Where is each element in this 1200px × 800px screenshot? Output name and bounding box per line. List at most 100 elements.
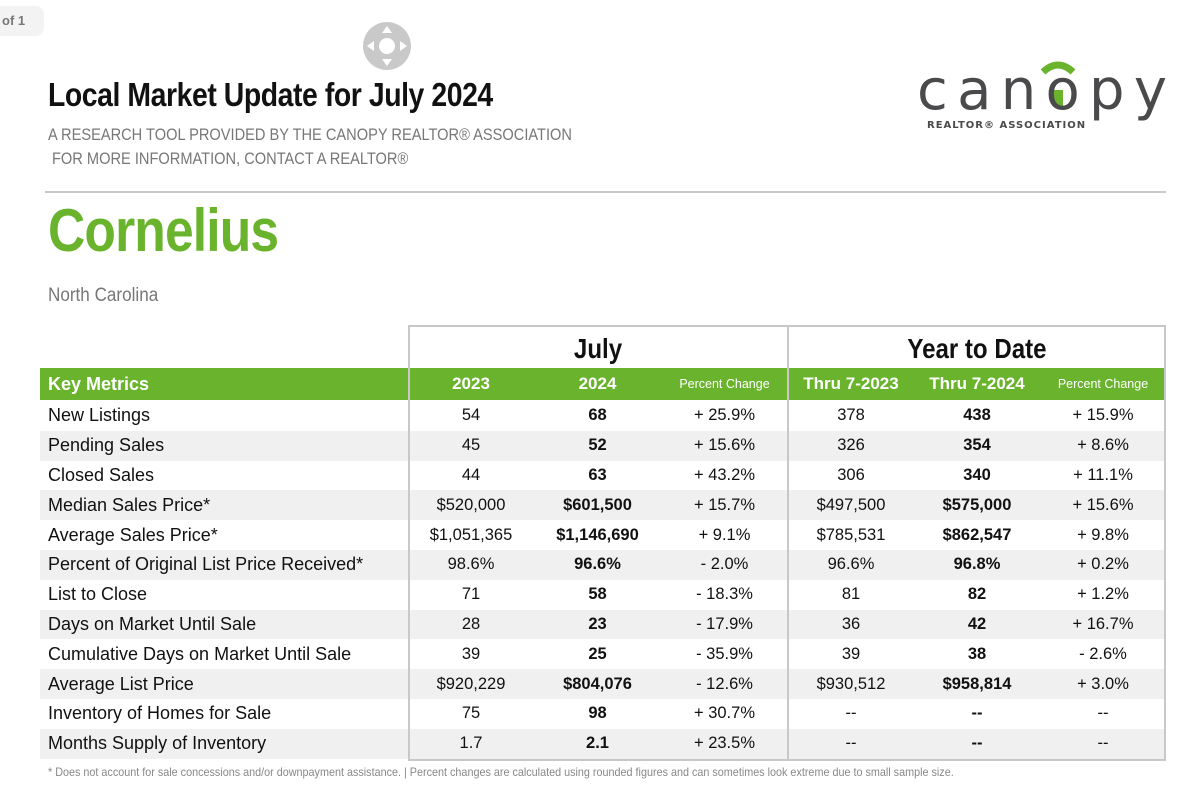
cell-ytd-percent-change: + 8.6% bbox=[1077, 436, 1129, 455]
cell-metric: Inventory of Homes for Sale bbox=[48, 703, 272, 724]
subtitle-research-tool: A RESEARCH TOOL PROVIDED BY THE CANOPY R… bbox=[48, 125, 572, 144]
cell-ytd-2023: 306 bbox=[837, 465, 865, 484]
table-row: Cumulative Days on Market Until Sale 39 25… bbox=[40, 639, 1166, 669]
column-header-ytd-percent-change: Percent Change bbox=[1057, 377, 1149, 391]
cell-ytd-2023: -- bbox=[845, 734, 857, 753]
table-row: Months Supply of Inventory 1.7 2.1 + 23.5% -… bbox=[40, 728, 1166, 759]
group-july-label: July bbox=[574, 333, 623, 364]
group-header-ytd: Year to Date bbox=[787, 325, 1166, 368]
state-name: North Carolina bbox=[48, 285, 159, 306]
group-ytd-label: Year to Date bbox=[906, 333, 1047, 364]
cell-july-2023: 39 bbox=[461, 644, 481, 663]
cell-july-2024: 98 bbox=[588, 704, 607, 723]
cell-july-2024: $804,076 bbox=[563, 674, 632, 693]
cell-ytd-percent-change: + 16.7% bbox=[1072, 614, 1134, 633]
cell-ytd-percent-change: - 2.6% bbox=[1079, 644, 1127, 663]
cell-ytd-2023: $785,531 bbox=[816, 525, 886, 544]
cell-july-2024: 23 bbox=[588, 614, 607, 633]
column-header-july-2023: 2023 bbox=[452, 374, 490, 393]
cell-ytd-2023: $930,512 bbox=[816, 674, 886, 693]
cell-ytd-2024: 82 bbox=[967, 585, 987, 604]
cell-ytd-2023: -- bbox=[845, 704, 857, 723]
cell-metric: Percent of Original List Price Received* bbox=[48, 554, 364, 575]
pan-control-icon[interactable] bbox=[362, 21, 412, 71]
cell-july-percent-change: + 30.7% bbox=[693, 704, 755, 723]
table-row: Pending Sales 45 52 + 15.6% 326 354 + 8.6% bbox=[40, 430, 1166, 461]
column-header-july-2024: 2024 bbox=[578, 374, 617, 393]
cell-ytd-2023: 378 bbox=[837, 406, 865, 425]
table-row: Average List Price $920,229 $804,076 - 12.6… bbox=[40, 669, 1166, 699]
cell-july-2024: $1,146,690 bbox=[556, 525, 639, 544]
table-row: Median Sales Price* $520,000 $601,500 + 15.… bbox=[40, 490, 1166, 521]
cell-july-2024: 58 bbox=[588, 585, 607, 604]
cell-july-2024: 52 bbox=[588, 436, 607, 455]
cell-july-2023: 45 bbox=[461, 436, 481, 455]
cell-july-percent-change: + 15.6% bbox=[693, 436, 755, 455]
cell-july-percent-change: - 12.6% bbox=[696, 674, 753, 693]
cell-ytd-2023: 326 bbox=[837, 436, 865, 455]
table-row: Average Sales Price* $1,051,365 $1,146,690… bbox=[40, 520, 1166, 550]
cell-july-2023: 71 bbox=[461, 585, 481, 604]
city-name: Cornelius bbox=[48, 197, 279, 264]
cell-july-2023: 54 bbox=[461, 406, 481, 425]
cell-july-2024: 68 bbox=[588, 406, 607, 425]
cell-metric: Days on Market Until Sale bbox=[48, 613, 257, 634]
cell-ytd-percent-change: + 3.0% bbox=[1077, 674, 1129, 693]
table-divider bbox=[1164, 325, 1166, 759]
cell-ytd-2024: -- bbox=[971, 704, 983, 723]
cell-metric: Months Supply of Inventory bbox=[48, 733, 267, 754]
subtitle-contact: FOR MORE INFORMATION, CONTACT A REALTOR® bbox=[52, 149, 409, 168]
cell-july-2024: 2.1 bbox=[586, 734, 609, 753]
cell-metric: Pending Sales bbox=[48, 435, 165, 456]
cell-ytd-percent-change: + 15.6% bbox=[1072, 495, 1134, 514]
cell-july-2023: $520,000 bbox=[436, 495, 506, 514]
cell-july-percent-change: - 17.9% bbox=[696, 614, 753, 633]
cell-july-2023: $920,229 bbox=[436, 674, 506, 693]
table-row: Inventory of Homes for Sale 75 98 + 30.7% --… bbox=[40, 699, 1166, 729]
logo-canopy-arc-icon bbox=[1040, 61, 1076, 75]
cell-ytd-2024: $958,814 bbox=[942, 674, 1012, 693]
cell-july-percent-change: - 2.0% bbox=[700, 555, 749, 574]
cell-july-2023: 28 bbox=[461, 614, 481, 633]
cell-ytd-percent-change: + 9.8% bbox=[1077, 525, 1129, 544]
cell-ytd-percent-change: -- bbox=[1097, 704, 1109, 723]
column-header-ytd-2024: Thru 7-2024 bbox=[929, 374, 1025, 393]
cell-ytd-2023: 36 bbox=[841, 614, 861, 633]
cell-metric: Average List Price bbox=[48, 673, 194, 694]
column-header-ytd-2023: Thru 7-2023 bbox=[803, 374, 899, 393]
cell-july-2023: 1.7 bbox=[459, 734, 483, 753]
table-row: Closed Sales 44 63 + 43.2% 306 340 + 11.1% bbox=[40, 461, 1166, 491]
cell-july-2023: 98.6% bbox=[447, 555, 495, 574]
cell-ytd-percent-change: -- bbox=[1097, 734, 1109, 753]
column-header-metric: Key Metrics bbox=[48, 373, 150, 394]
cell-july-2023: 44 bbox=[461, 465, 481, 484]
cell-ytd-2023: 39 bbox=[841, 644, 861, 663]
cell-metric: Median Sales Price* bbox=[48, 494, 211, 515]
cell-metric: List to Close bbox=[48, 584, 148, 605]
svg-text:canopy: canopy bbox=[917, 58, 1166, 123]
cell-ytd-2024: 38 bbox=[967, 644, 987, 663]
cell-ytd-2023: $497,500 bbox=[816, 495, 886, 514]
cell-metric: New Listings bbox=[48, 405, 151, 426]
header-divider bbox=[45, 191, 1166, 193]
cell-ytd-2024: 340 bbox=[963, 465, 991, 484]
table-divider bbox=[787, 325, 789, 759]
cell-ytd-percent-change: + 11.1% bbox=[1073, 465, 1133, 484]
cell-ytd-2024: 96.8% bbox=[953, 555, 1001, 574]
cell-july-percent-change: + 9.1% bbox=[698, 525, 751, 544]
cell-ytd-2024: 354 bbox=[963, 436, 991, 455]
cell-ytd-percent-change: + 1.2% bbox=[1077, 585, 1129, 604]
cell-july-2024: 25 bbox=[588, 644, 607, 663]
cell-ytd-2024: 42 bbox=[967, 614, 987, 633]
table-header-row: Key Metrics 2023 2024 Percent Change Thru 7-… bbox=[40, 368, 1166, 400]
cell-july-2024: 96.6% bbox=[574, 555, 621, 574]
cell-ytd-percent-change: + 15.9% bbox=[1072, 406, 1134, 425]
cell-july-percent-change: + 23.5% bbox=[693, 734, 755, 753]
table-row: Days on Market Until Sale 28 23 - 17.9% 36 42… bbox=[40, 609, 1166, 640]
table-row: New Listings 54 68 + 25.9% 378 438 + 15.9% bbox=[40, 401, 1166, 431]
cell-july-2023: 75 bbox=[461, 704, 481, 723]
table-divider bbox=[408, 325, 410, 759]
cell-ytd-2023: 81 bbox=[841, 585, 861, 604]
cell-ytd-2023: 96.6% bbox=[827, 555, 875, 574]
column-header-july-percent-change: Percent Change bbox=[679, 377, 770, 391]
